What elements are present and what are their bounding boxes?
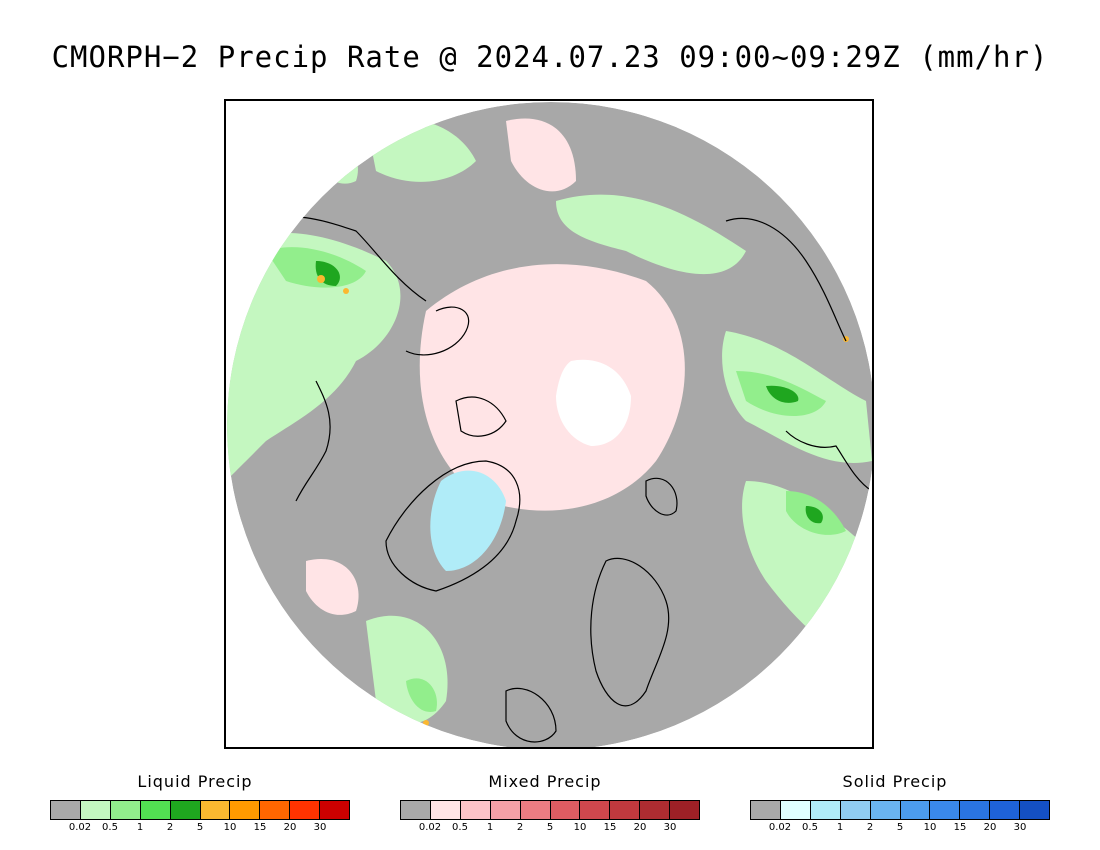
legend-tick-label: 0.5 [452, 822, 468, 833]
legend-swatch [550, 801, 581, 819]
legend-swatch [751, 801, 781, 819]
legend-swatch [640, 801, 671, 819]
legend-tick-label: 10 [573, 822, 587, 833]
legend-swatch [670, 801, 700, 819]
legend-swatch [320, 801, 350, 819]
legend-swatch [990, 801, 1021, 819]
legend-tick-label: 30 [663, 822, 677, 833]
legend-swatch [520, 801, 551, 819]
coastlines [265, 216, 872, 743]
legend-swatch [140, 801, 171, 819]
legend-swatch [51, 801, 81, 819]
legend-swatch [610, 801, 641, 819]
page-title: CMORPH−2 Precip Rate @ 2024.07.23 09:00~… [51, 40, 1049, 74]
legend-swatch [460, 801, 491, 819]
legend-tick-label: 1 [486, 822, 494, 833]
legend-swatch [490, 801, 521, 819]
legend-swatch [960, 801, 991, 819]
legend-liquid-precip: Liquid Precip 0.02 0.5 1 2 5 10 15 20 30 [40, 772, 350, 834]
legend-swatch [430, 801, 461, 819]
legend-swatch [170, 801, 201, 819]
legend-swatch [870, 801, 901, 819]
legend-swatch [290, 801, 321, 819]
legend-swatch [840, 801, 871, 819]
legend-swatch [260, 801, 291, 819]
legend-tick-label: 1 [836, 822, 844, 833]
legend-swatch [110, 801, 141, 819]
legend-swatch [401, 801, 431, 819]
legend-title: Mixed Precip [488, 772, 602, 791]
legend-tick-label: 0.5 [102, 822, 118, 833]
legend-title: Liquid Precip [137, 772, 253, 791]
legend-mixed-precip: Mixed Precip 0.02 0.5 1 2 5 10 15 20 30 [390, 772, 700, 834]
tick-labels: 0.02 0.5 1 2 5 10 15 20 30 [50, 820, 350, 834]
tick-labels: 0.02 0.5 1 2 5 10 15 20 30 [750, 820, 1050, 834]
legend-swatch [930, 801, 961, 819]
color-scale [400, 800, 700, 820]
tick-labels: 0.02 0.5 1 2 5 10 15 20 30 [400, 820, 700, 834]
legend-swatch [810, 801, 841, 819]
polar-map [224, 99, 874, 749]
color-scale [50, 800, 350, 820]
legend-tick-label: 10 [923, 822, 937, 833]
legend-tick-label: 0.5 [802, 822, 818, 833]
legend-swatch [230, 801, 261, 819]
legend-swatch [900, 801, 931, 819]
legend-solid-precip: Solid Precip 0.02 0.5 1 2 5 10 15 20 30 [740, 772, 1050, 834]
legend-tick-label: 15 [953, 822, 967, 833]
polar-map-canvas [227, 102, 872, 747]
legend-tick-label: 15 [603, 822, 617, 833]
legend-tick-label: 0.02 [68, 822, 92, 833]
legend-tick-label: 5 [546, 822, 554, 833]
legend-tick-label: 10 [223, 822, 237, 833]
legend-title: Solid Precip [842, 772, 948, 791]
solid-precip-area [430, 470, 506, 571]
map-disk [227, 102, 872, 747]
legend-tick-label: 2 [166, 822, 174, 833]
legend-swatch [780, 801, 811, 819]
legend-tick-label: 0.02 [418, 822, 442, 833]
legend-swatch [1020, 801, 1050, 819]
legend-tick-label: 20 [983, 822, 997, 833]
color-scale [750, 800, 1050, 820]
legend-tick-label: 30 [1013, 822, 1027, 833]
legend-tick-label: 5 [896, 822, 904, 833]
legend-tick-label: 20 [633, 822, 647, 833]
legend-tick-label: 1 [136, 822, 144, 833]
legend-tick-label: 30 [313, 822, 327, 833]
legend-tick-label: 2 [516, 822, 524, 833]
legend-tick-label: 5 [196, 822, 204, 833]
legend-tick-label: 20 [283, 822, 297, 833]
legend-swatch [580, 801, 611, 819]
mixed-precip-areas [306, 118, 685, 615]
legend-swatch [80, 801, 111, 819]
legend-swatch [200, 801, 231, 819]
no-data-area [556, 359, 631, 446]
legend-tick-label: 0.02 [768, 822, 792, 833]
legend-tick-label: 15 [253, 822, 267, 833]
legend-tick-label: 2 [866, 822, 874, 833]
